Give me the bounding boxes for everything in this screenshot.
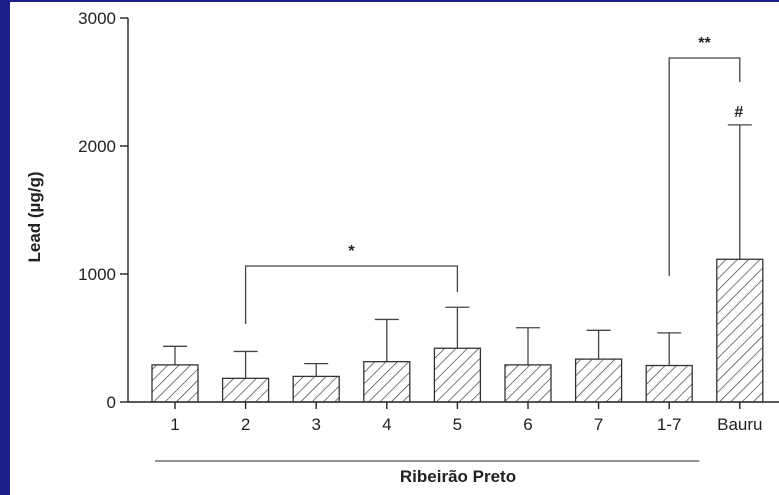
bar	[151, 364, 199, 403]
x-tick-label: 7	[594, 415, 603, 434]
chart-frame: 0 1000 2000 3000 1 2 3 4 5 6 7 1-7 Bauru * ** # Lead (…	[10, 2, 779, 495]
x-tick-label: 2	[241, 415, 250, 434]
x-axis-label: Ribeirão Preto	[400, 467, 516, 486]
bar	[504, 364, 552, 403]
bars-group	[151, 124, 764, 403]
y-tick-label: 0	[107, 393, 116, 412]
significance-label: #	[734, 104, 743, 121]
significance-bracket	[244, 265, 459, 324]
x-tick-label: 6	[523, 415, 532, 434]
x-tick-label: 5	[453, 415, 462, 434]
bar	[363, 361, 411, 403]
bar	[716, 258, 764, 403]
y-tick-label: 2000	[78, 137, 116, 156]
significance-bracket	[668, 57, 741, 276]
x-tick-label: 1-7	[657, 415, 682, 434]
bar	[292, 375, 340, 403]
y-tick-label: 3000	[78, 9, 116, 28]
x-tick-label: 3	[311, 415, 320, 434]
y-axis-label: Lead (µg/g)	[25, 171, 44, 262]
x-tick-label: 4	[382, 415, 391, 434]
bar	[645, 364, 693, 403]
significance-label: **	[698, 35, 711, 52]
bar	[574, 358, 623, 403]
x-tick-label: Bauru	[717, 415, 762, 434]
y-tick-label: 1000	[78, 265, 116, 284]
x-tick-label: 1	[170, 415, 179, 434]
axes-group: 0 1000 2000 3000 1 2 3 4 5 6 7 1-7 Bauru	[78, 9, 779, 462]
significance-label: *	[348, 243, 355, 260]
bar	[221, 377, 270, 403]
annotations-group: ***#	[244, 35, 743, 324]
bar	[433, 347, 482, 403]
